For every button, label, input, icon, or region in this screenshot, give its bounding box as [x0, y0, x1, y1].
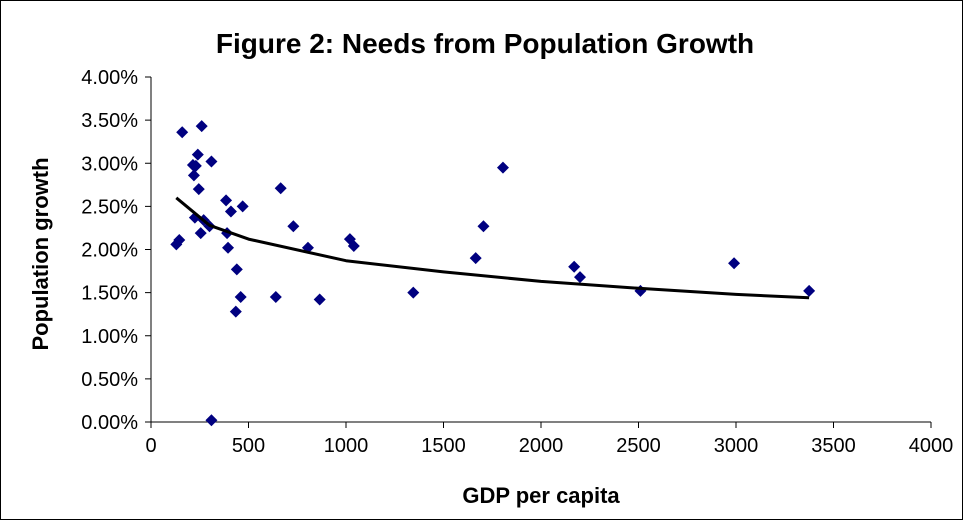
data-point: [236, 200, 249, 213]
chart-title: Figure 2: Needs from Population Growth: [216, 28, 754, 59]
data-point: [173, 234, 186, 247]
trendline: [175, 196, 810, 300]
y-tick-label: 3.00%: [81, 153, 138, 175]
data-point: [234, 290, 247, 303]
data-point: [195, 120, 208, 133]
data-point: [229, 305, 242, 318]
data-point: [407, 286, 420, 299]
trendline-layer: [175, 196, 810, 300]
data-point: [205, 414, 218, 427]
data-point: [220, 194, 233, 207]
y-tick-label: 4.00%: [81, 67, 138, 89]
x-tick-label: 1500: [421, 435, 466, 457]
data-point: [194, 227, 207, 240]
data-point: [728, 257, 741, 270]
data-point: [347, 240, 360, 253]
data-point: [469, 252, 482, 265]
data-point: [205, 155, 218, 168]
y-tick-label: 0.50%: [81, 369, 138, 391]
data-point: [191, 148, 204, 161]
y-tick-label: 1.00%: [81, 326, 138, 348]
x-tick-label: 4000: [909, 435, 954, 457]
data-point: [496, 161, 509, 174]
y-tick-label: 0.00%: [81, 412, 138, 434]
y-axis: 0.00% 0.50% 1.00% 1.50% 2.00% 2.50% 3.00% 3.50%…: [81, 67, 152, 434]
x-tick-label: 3000: [714, 435, 759, 457]
x-tick-label: 0: [145, 435, 156, 457]
x-tick-label: 3500: [811, 435, 856, 457]
data-point: [192, 183, 205, 196]
x-tick-label: 2000: [519, 435, 564, 457]
data-point: [287, 220, 300, 233]
data-point: [274, 182, 287, 195]
data-markers: [170, 120, 816, 427]
y-tick-label: 1.50%: [81, 283, 138, 305]
data-point: [187, 169, 200, 182]
x-tick-label: 500: [232, 435, 265, 457]
data-point: [574, 271, 586, 284]
x-axis-title: GDP per capita: [462, 483, 620, 508]
data-point: [477, 220, 490, 233]
y-tick-label: 2.00%: [81, 240, 138, 262]
data-point: [224, 205, 237, 218]
y-tick-label: 3.50%: [81, 110, 138, 132]
data-point: [313, 293, 326, 306]
x-tick-label: 1000: [324, 435, 369, 457]
data-point: [803, 284, 816, 297]
data-point: [568, 260, 581, 273]
y-tick-label: 2.50%: [81, 196, 138, 218]
data-point: [222, 241, 235, 254]
data-point: [269, 290, 282, 303]
data-point: [189, 159, 202, 172]
y-axis-title: Population growth: [28, 157, 53, 350]
x-tick-label: 2500: [616, 435, 661, 457]
x-axis: 0 500 1000 1500 2000 2500 3000 3500 4000: [145, 421, 954, 457]
data-point: [230, 263, 243, 276]
data-point: [176, 126, 189, 139]
